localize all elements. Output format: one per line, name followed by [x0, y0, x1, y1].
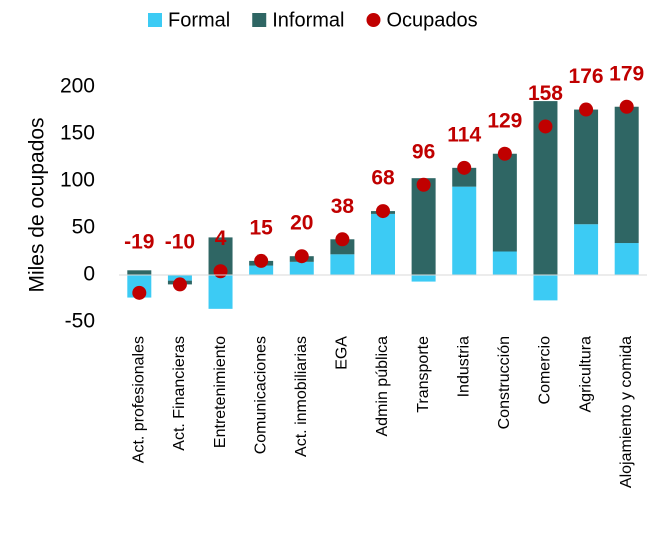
y-tick-label: 50 [72, 216, 95, 239]
x-tick-label: EGA [334, 336, 351, 370]
x-tick-label: Transporte [415, 336, 432, 413]
legend-swatch [252, 13, 267, 27]
x-tick-label: Industria [455, 336, 472, 397]
value-label: 179 [609, 62, 644, 85]
y-axis-title: Miles de ocupados [26, 117, 49, 292]
dot [619, 99, 634, 114]
value-label: 129 [487, 109, 522, 132]
dot [294, 249, 309, 264]
dot [416, 177, 431, 192]
legend-label: Informal [272, 9, 344, 31]
legend-swatch [366, 13, 381, 27]
value-label: 158 [528, 82, 563, 105]
legend-swatch [148, 13, 162, 27]
value-label: 176 [569, 65, 604, 88]
value-label: 15 [249, 216, 273, 239]
x-tick-label: Construcción [496, 336, 513, 429]
bar [574, 224, 599, 275]
bar [330, 254, 355, 275]
y-tick-label: 150 [60, 122, 95, 145]
dot [538, 119, 553, 134]
dot [172, 277, 187, 292]
x-tick-label: Act. Financieras [171, 336, 188, 451]
y-tick-label: 100 [60, 169, 95, 192]
bar [492, 251, 517, 275]
bar [533, 275, 558, 301]
legend-label: Formal [168, 9, 230, 31]
dot [579, 102, 594, 117]
value-label: -10 [165, 231, 195, 254]
bar [289, 261, 314, 275]
x-tick-label: Comunicaciones [252, 336, 269, 454]
bar [371, 213, 395, 275]
dot [213, 264, 228, 279]
legend-label: Ocupados [386, 9, 477, 31]
bar [330, 239, 355, 255]
value-label: -19 [124, 231, 154, 254]
dot [254, 253, 269, 268]
x-tick-label: Agricultura [577, 336, 594, 413]
x-tick-label: Comercio [537, 336, 554, 405]
y-tick-label: 0 [83, 263, 95, 286]
y-tick-label: -50 [65, 310, 95, 333]
x-tick-label: Admin pública [374, 336, 391, 437]
x-tick-label: Alojamiento y comida [618, 336, 635, 488]
bar [411, 275, 436, 282]
value-label: 68 [371, 167, 395, 190]
y-tick-label: 200 [60, 75, 95, 98]
dot [335, 232, 350, 247]
x-tick-label: Act. inmobiliarias [293, 336, 310, 457]
x-tick-label: Act. profesionales [131, 336, 148, 463]
bar [208, 275, 233, 309]
bar [492, 153, 517, 252]
dot [376, 204, 390, 219]
bar [614, 106, 639, 244]
value-label: 38 [331, 195, 355, 218]
bar [249, 265, 274, 275]
dot [132, 285, 147, 300]
bar [574, 109, 599, 225]
value-label: 20 [290, 212, 313, 235]
value-label: 4 [215, 227, 227, 250]
value-label: 96 [412, 140, 435, 163]
bar [411, 178, 436, 275]
dot [457, 160, 472, 175]
x-tick-label: Entretenimiento [212, 336, 229, 448]
bar [452, 167, 477, 187]
dot [497, 146, 512, 161]
bar [452, 186, 477, 275]
value-label: 114 [447, 123, 481, 146]
bar [614, 243, 639, 275]
bar [127, 270, 152, 275]
